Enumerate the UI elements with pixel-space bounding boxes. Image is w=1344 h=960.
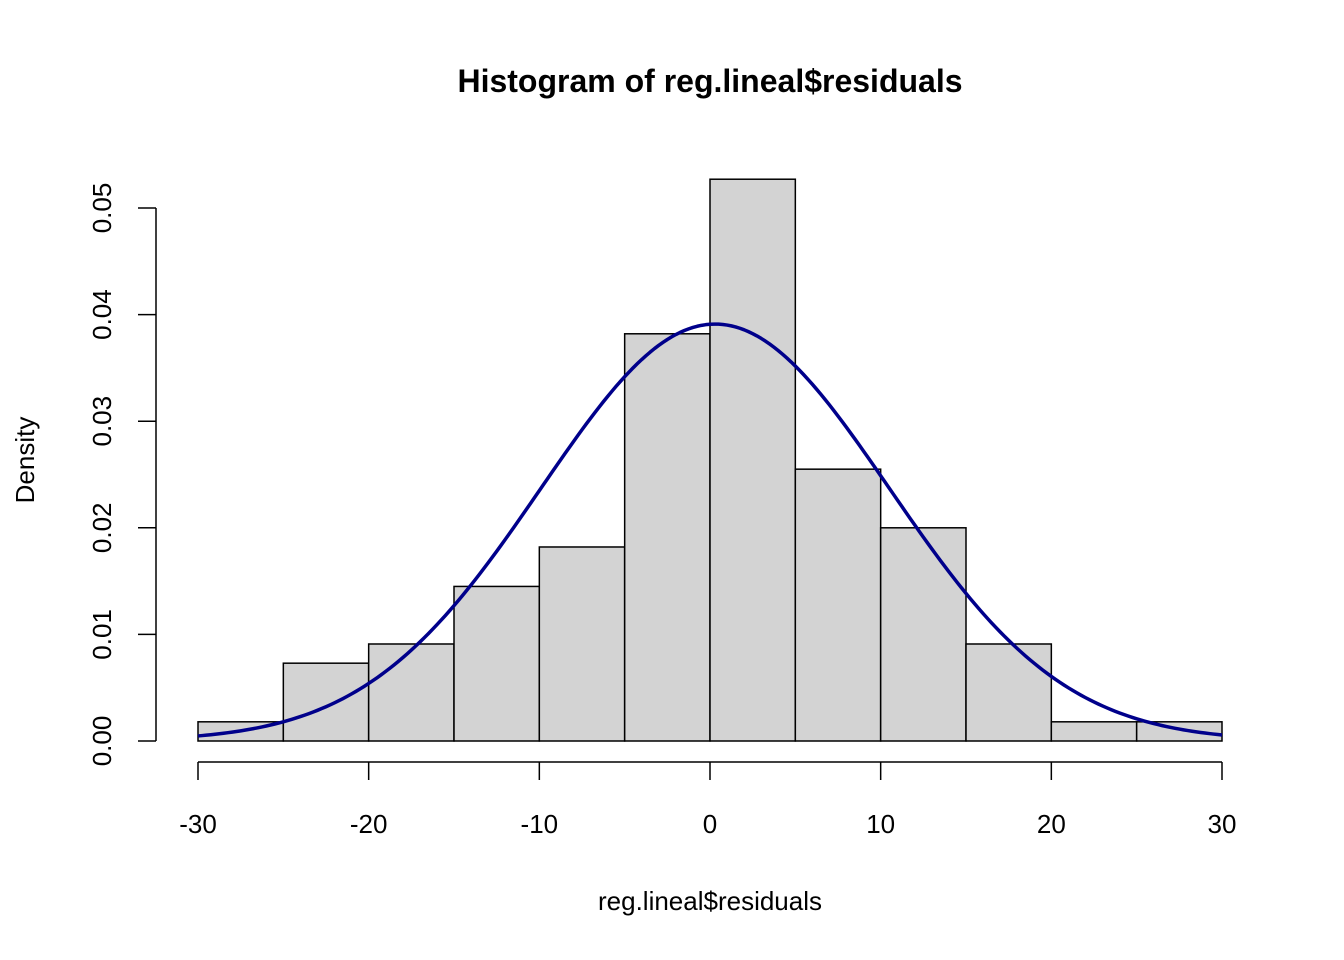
x-tick-label: -10 [521,809,559,839]
y-tick-label: 0.01 [87,609,117,660]
histogram-bar [1135,721,1223,742]
y-tick-label: 0.04 [87,289,117,340]
histogram-bar [1050,721,1138,742]
y-tick-label: 0.03 [87,396,117,447]
y-tick-label: 0.05 [87,183,117,234]
y-tick-label: 0.02 [87,502,117,553]
y-tick-label: 0.00 [87,716,117,767]
y-axis-label: Density [10,417,40,504]
histogram-bar [623,333,711,742]
x-tick-label: -20 [350,809,388,839]
histogram-bar [709,178,797,742]
histogram-bar [538,546,626,742]
histogram-bar [794,468,882,742]
x-tick-label: 30 [1208,809,1237,839]
density-curve [197,322,1223,738]
histogram-bar [282,662,370,742]
x-tick-label: 20 [1037,809,1066,839]
x-axis: -30 -20 -10 0 10 20 30 [179,761,1237,839]
chart-title: Histogram of reg.lineal$residuals [457,63,962,99]
histogram-bar [453,585,541,742]
histogram-bar [965,643,1053,742]
x-tick-label: 0 [703,809,717,839]
x-tick-label: -30 [179,809,217,839]
x-tick-label: 10 [866,809,895,839]
x-axis-label: reg.lineal$residuals [598,886,822,916]
y-axis: 0.00 0.01 0.02 0.03 0.04 0.05 [87,183,157,767]
histogram-bar [879,527,967,742]
bars-group [197,178,1223,742]
histogram-bar [367,643,455,742]
density-curve-group [197,322,1223,738]
